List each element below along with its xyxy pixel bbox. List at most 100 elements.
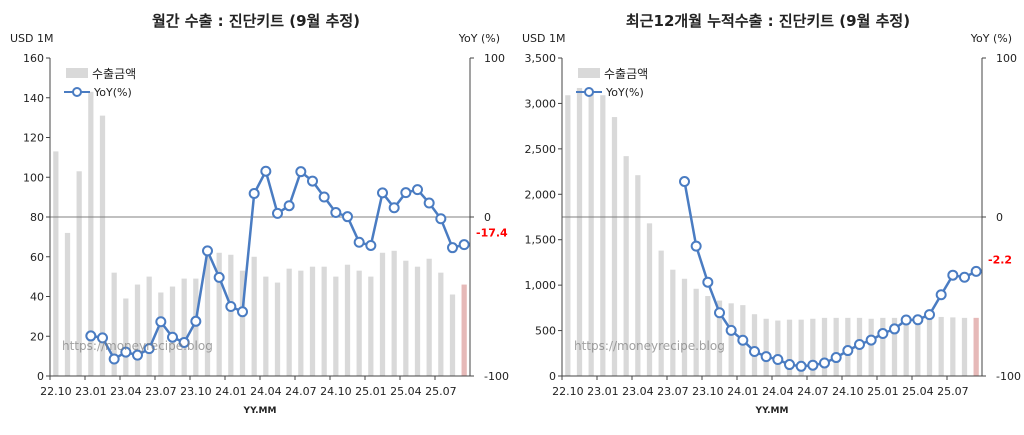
yoy-marker — [458, 239, 470, 251]
yoy-marker — [143, 343, 155, 355]
x-tick-label: 23.10 — [180, 385, 212, 398]
bar — [565, 95, 571, 376]
yoy-marker — [108, 353, 120, 365]
bar — [298, 270, 304, 376]
bar — [798, 319, 804, 376]
bar — [64, 232, 71, 376]
yoy-marker — [784, 359, 795, 371]
yoy-marker — [213, 271, 225, 283]
bar — [391, 250, 397, 376]
bar — [274, 282, 281, 376]
yoy-marker — [900, 314, 912, 326]
bar — [438, 272, 444, 376]
yoy-marker — [400, 187, 412, 199]
chart-title: 월간 수출 : 진단키트 (9월 추정) — [152, 12, 360, 30]
yoy-marker — [260, 165, 272, 177]
yoy-marker — [388, 202, 400, 214]
y-left-tick-label: 80 — [30, 211, 44, 224]
yoy-marker — [702, 276, 714, 288]
bar — [611, 117, 618, 377]
yoy-marker — [318, 191, 330, 203]
bar — [99, 115, 106, 376]
yoy-marker — [330, 207, 342, 219]
yoy-marker — [912, 314, 924, 326]
monthly-export-chart-panel: 월간 수출 : 진단키트 (9월 추정) USD 1M YoY (%) 0 20 40 60… — [10, 12, 509, 416]
bar — [950, 317, 956, 376]
legend-line-marker — [584, 87, 594, 97]
x-tick-label: 25.07 — [425, 385, 457, 398]
y-right-unit-label: YoY (%) — [970, 32, 1012, 45]
bar — [658, 250, 664, 376]
yoy-marker — [690, 240, 702, 252]
bar — [973, 317, 979, 376]
x-tick-label: 25.01 — [867, 385, 899, 398]
yoy-marker — [725, 324, 737, 336]
bar — [635, 175, 641, 376]
yoy-marker — [377, 187, 388, 199]
bar — [833, 317, 839, 376]
y-left-tick-label: 0 — [37, 370, 44, 383]
yoy-marker — [924, 309, 935, 321]
x-tick-label: 24.07 — [797, 385, 829, 398]
x-axis-label: YY.MM — [755, 406, 789, 416]
bar — [111, 272, 117, 376]
y-right-unit-label: YoY (%) — [458, 32, 500, 45]
bar — [891, 317, 898, 376]
yoy-marker — [248, 187, 260, 199]
yoy-marker — [412, 184, 423, 196]
yoy-marker — [272, 207, 283, 219]
y-right-tick-label: -100 — [484, 370, 509, 383]
bar — [449, 294, 456, 376]
y-left-tick-label: 1,000 — [525, 279, 557, 292]
yoy-marker — [947, 269, 959, 281]
x-axis-label: YY.MM — [243, 406, 277, 416]
y-left-unit-label: USD 1M — [522, 32, 566, 45]
bar — [728, 303, 734, 376]
x-tick-label: 24.10 — [320, 385, 352, 398]
bar — [321, 266, 327, 376]
y-left-unit-label: USD 1M — [10, 32, 54, 45]
legend-line-marker — [72, 87, 82, 97]
bar — [88, 91, 94, 376]
cumulative-export-chart-panel: 최근12개월 누적수출 : 진단키트 (9월 추정) USD 1M YoY (%) 0… — [512, 0, 1024, 435]
bar — [623, 156, 629, 376]
y-left-tick-label: 0 — [549, 370, 556, 383]
yoy-marker — [819, 357, 830, 369]
yoy-marker — [307, 175, 318, 187]
bar — [426, 258, 432, 376]
y-left-tick-label: 500 — [535, 325, 556, 338]
x-tick-label: 23.04 — [110, 385, 142, 398]
yoy-marker — [737, 334, 749, 346]
x-tick-label: 25.01 — [355, 385, 387, 398]
bar — [228, 254, 234, 376]
bar — [763, 318, 769, 376]
yoy-marker — [97, 332, 108, 344]
bar — [216, 252, 222, 376]
yoy-marker — [935, 289, 947, 301]
x-tick-label: 22.10 — [40, 385, 72, 398]
y-right-tick-label: -100 — [996, 370, 1021, 383]
yoy-marker — [283, 200, 295, 212]
y-left-tick-label: 3,000 — [525, 97, 557, 110]
yoy-marker — [970, 265, 982, 277]
bar — [193, 278, 199, 376]
yoy-marker — [132, 349, 143, 361]
bar — [403, 260, 409, 376]
yoy-marker — [190, 315, 202, 327]
bar — [379, 252, 386, 376]
yoy-marker — [353, 236, 365, 248]
x-tick-label: 23.07 — [657, 385, 689, 398]
bar — [146, 276, 152, 376]
y-left-tick-label: 40 — [30, 291, 44, 304]
legend-bar-swatch — [66, 68, 88, 78]
yoy-marker — [342, 211, 353, 223]
bar — [263, 276, 269, 376]
chart-title: 최근12개월 누적수출 : 진단키트 (9월 추정) — [626, 12, 910, 30]
yoy-marker — [865, 334, 877, 346]
bar — [751, 314, 758, 376]
yoy-marker — [202, 245, 213, 257]
y-left-tick-label: 2,000 — [525, 188, 557, 201]
yoy-marker — [120, 346, 132, 358]
watermark-text: https://moneyrecipe.blog — [62, 339, 213, 353]
